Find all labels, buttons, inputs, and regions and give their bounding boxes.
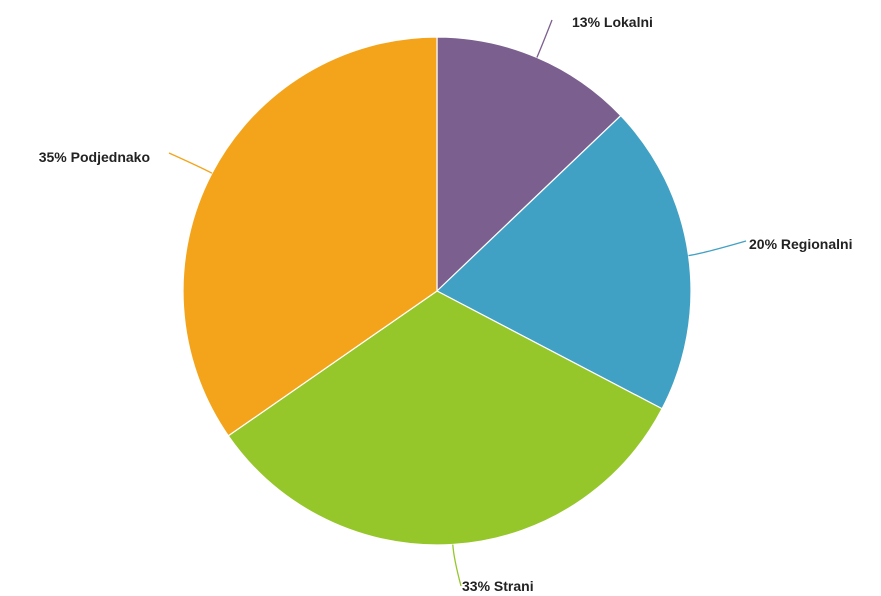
- slice-label-regionalni: 20% Regionalni: [749, 236, 852, 252]
- leader-line-podjednako: [168, 152, 213, 174]
- slice-label-strani: 33% Strani: [462, 578, 534, 594]
- leader-line-strani: [452, 544, 462, 587]
- leader-line-regionalni: [688, 240, 747, 257]
- leader-line-lokalni: [536, 19, 553, 58]
- pie-slices: [182, 36, 692, 546]
- slice-label-lokalni: 13% Lokalni: [572, 14, 653, 30]
- pie-leader-lines: [168, 19, 747, 587]
- slice-label-podjednako: 35% Podjednako: [39, 149, 150, 165]
